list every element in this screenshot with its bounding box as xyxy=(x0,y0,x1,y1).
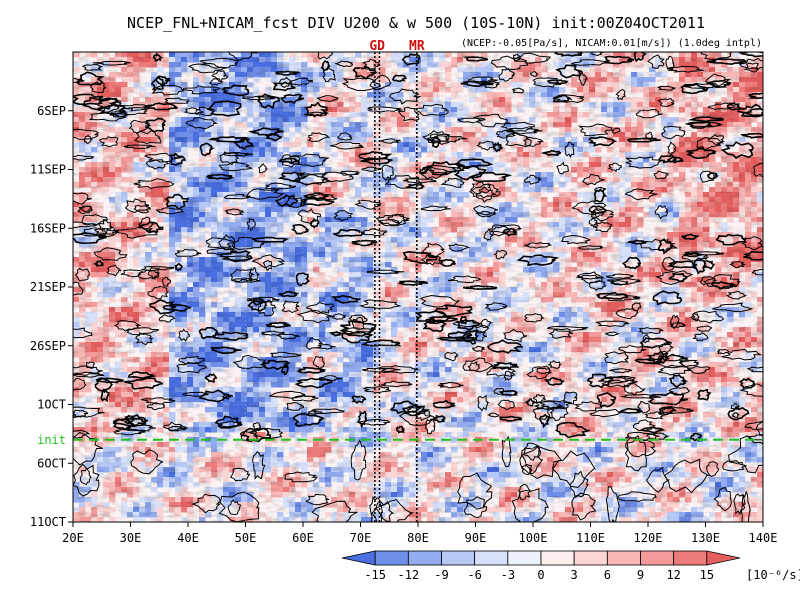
chart-subtitle: (NCEP:-0.05[Pa/s], NICAM:0.01[m/s]) (1.0… xyxy=(461,38,762,49)
chart-title: NCEP_FNL+NICAM_fcst DIV U200 & w 500 (10… xyxy=(127,14,705,32)
divergence-shading xyxy=(73,52,763,522)
